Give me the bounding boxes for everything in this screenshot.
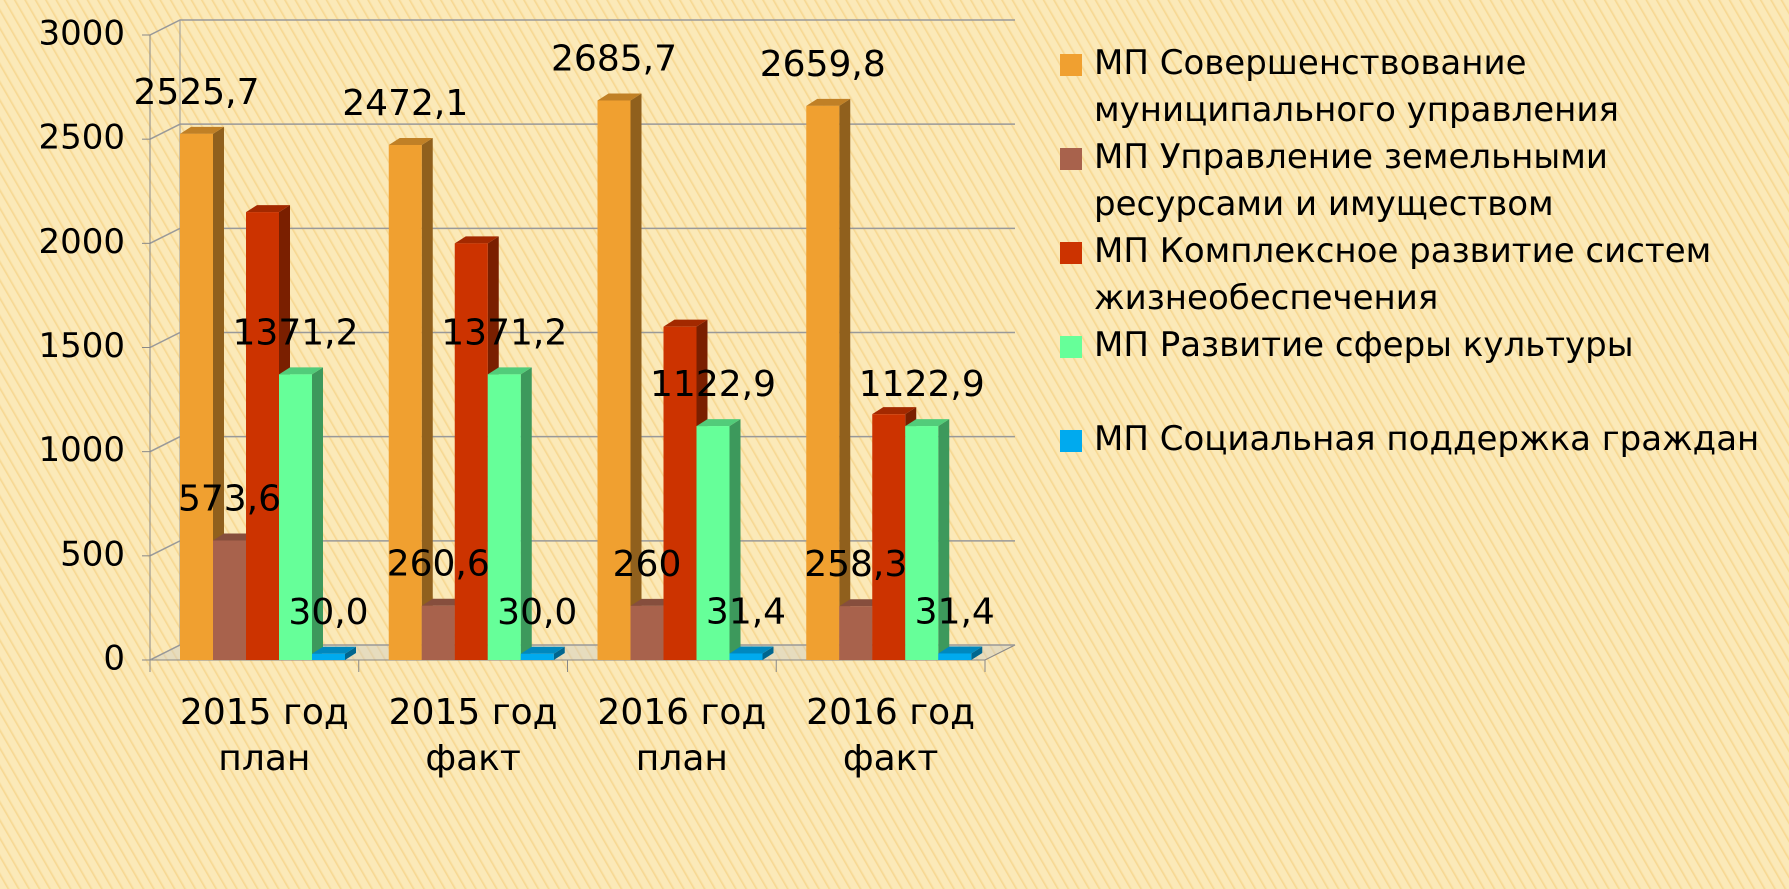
bar-top xyxy=(905,419,950,427)
legend-entry: МП Социальная поддержка граждан xyxy=(1060,416,1780,463)
bar-side xyxy=(520,367,532,660)
data-label: 2659,8 xyxy=(760,44,886,85)
y-tick-label: 500 xyxy=(60,534,125,574)
data-label: 2472,1 xyxy=(342,83,468,124)
data-label: 30,0 xyxy=(288,592,368,633)
x-tick-label: 2016 год план xyxy=(597,692,767,779)
bar xyxy=(938,653,972,660)
bar-side xyxy=(553,646,565,660)
legend-swatch xyxy=(1060,430,1082,452)
data-label: 573,6 xyxy=(178,479,281,520)
bar-side xyxy=(630,93,642,660)
bar-top xyxy=(938,646,983,654)
bar-top xyxy=(872,407,917,415)
bar xyxy=(872,414,906,660)
legend-entry: МП Комплексное развитие систем жизнеобес… xyxy=(1060,228,1780,322)
data-label: 1371,2 xyxy=(441,312,567,353)
bar xyxy=(487,374,521,660)
legend-label: МП Управление земельными ресурсами и иму… xyxy=(1094,137,1608,224)
legend-label: МП Совершенствование муниципального упра… xyxy=(1094,43,1619,130)
y-tick-label: 2500 xyxy=(38,118,125,158)
bar-top xyxy=(806,98,851,106)
bar xyxy=(213,540,246,660)
legend-swatch xyxy=(1060,336,1082,358)
bar xyxy=(839,606,873,660)
bar xyxy=(454,243,488,661)
data-label: 31,4 xyxy=(706,591,786,632)
bar xyxy=(180,133,213,660)
x-tick-label: 2016 год факт xyxy=(806,692,976,779)
bar-top xyxy=(696,419,741,427)
bar xyxy=(388,144,422,660)
legend-label: МП Развитие сферы культуры xyxy=(1094,325,1634,365)
bar-side xyxy=(421,137,433,660)
bar xyxy=(806,105,840,660)
data-label: 2685,7 xyxy=(551,38,677,79)
bar-top xyxy=(729,646,774,654)
bar xyxy=(729,653,763,660)
legend-entry: МП Развитие сферы культуры xyxy=(1060,322,1780,369)
bar-top xyxy=(520,646,565,654)
bar xyxy=(421,605,455,660)
bar-top xyxy=(454,236,499,244)
y-tick-label: 3000 xyxy=(38,14,125,54)
y-tick-label: 0 xyxy=(103,639,125,679)
bar-top xyxy=(663,319,708,327)
bar-top xyxy=(487,367,532,375)
x-tick-label: 2015 год план xyxy=(179,692,349,779)
bar-side xyxy=(312,367,323,660)
y-tick-label: 2000 xyxy=(38,222,125,262)
data-label: 2525,7 xyxy=(134,72,260,113)
bar-side xyxy=(213,126,224,660)
legend-entry: МП Управление земельными ресурсами и иму… xyxy=(1060,134,1780,228)
bar xyxy=(279,374,312,660)
bar-top xyxy=(388,137,433,145)
data-label: 1371,2 xyxy=(233,312,359,353)
bar-side xyxy=(938,419,950,660)
bar-side xyxy=(839,98,851,660)
bar xyxy=(246,212,279,661)
grid-line xyxy=(149,19,1015,36)
bar-side xyxy=(729,419,741,660)
data-label: 1122,9 xyxy=(859,364,985,405)
legend: МП Совершенствование муниципального упра… xyxy=(1060,40,1780,463)
bar-top xyxy=(246,205,290,213)
data-label: 31,4 xyxy=(915,591,995,632)
data-label: 1122,9 xyxy=(650,364,776,405)
bar-top xyxy=(279,367,323,375)
bar-side xyxy=(971,646,983,660)
bar-top xyxy=(597,93,642,101)
grid-line xyxy=(149,123,1015,140)
legend-swatch xyxy=(1060,242,1082,264)
data-label: 260,6 xyxy=(387,544,490,585)
y-tick-label: 1500 xyxy=(38,326,125,366)
legend-swatch xyxy=(1060,148,1082,170)
bar-side xyxy=(762,646,774,660)
bar-top xyxy=(180,126,224,134)
data-label: 30,0 xyxy=(497,592,577,633)
bar xyxy=(630,605,664,660)
bar xyxy=(663,326,697,660)
data-label: 258,3 xyxy=(804,544,907,585)
bar xyxy=(597,100,631,660)
bar xyxy=(905,426,939,660)
bar-side xyxy=(345,646,356,660)
y-tick-label: 1000 xyxy=(38,430,125,470)
bar xyxy=(696,426,730,660)
data-label: 260 xyxy=(613,544,682,585)
legend-entry: МП Совершенствование муниципального упра… xyxy=(1060,40,1780,134)
legend-label: МП Социальная поддержка граждан xyxy=(1094,419,1760,459)
bar xyxy=(520,653,554,660)
legend-swatch xyxy=(1060,54,1082,76)
bar xyxy=(312,653,345,660)
x-tick-label: 2015 год факт xyxy=(388,692,558,779)
bar-top xyxy=(312,646,356,654)
legend-label: МП Комплексное развитие систем жизнеобес… xyxy=(1094,231,1712,318)
